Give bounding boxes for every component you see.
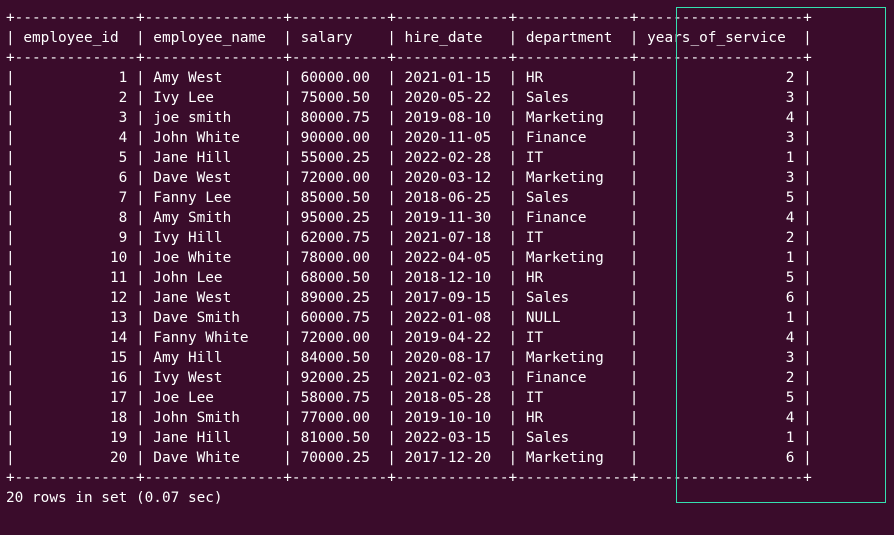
sql-terminal-output: +--------------+----------------+-------…	[0, 0, 894, 516]
